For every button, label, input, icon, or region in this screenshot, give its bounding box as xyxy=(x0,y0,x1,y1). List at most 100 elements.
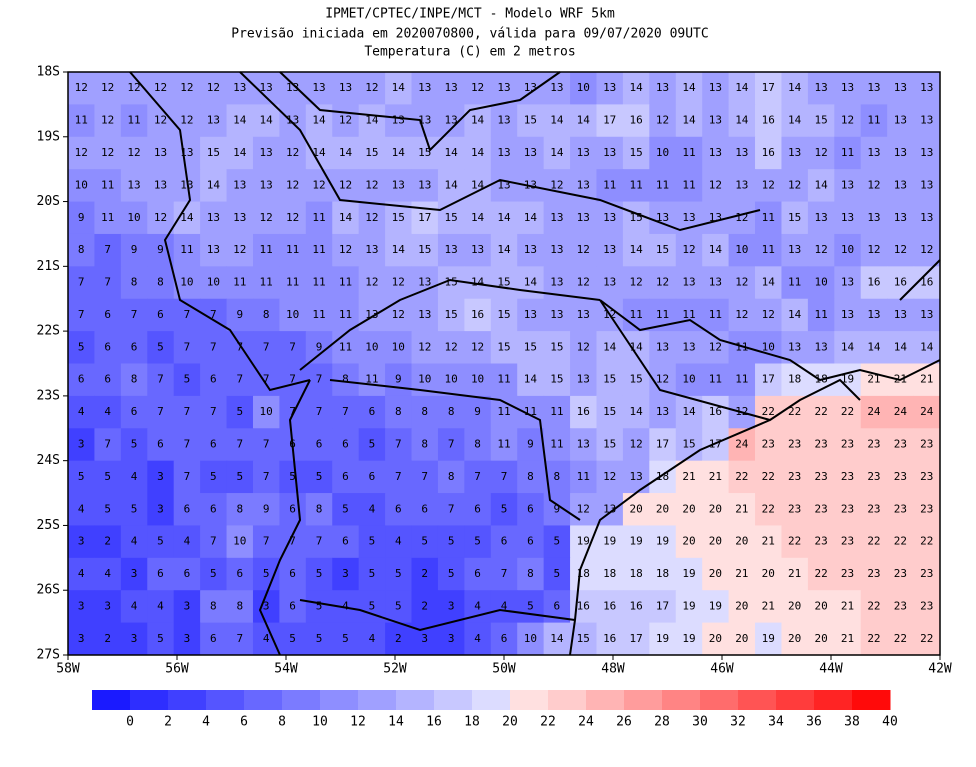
grid-value: 11 xyxy=(550,405,563,418)
cell xyxy=(94,266,122,300)
grid-value: 13 xyxy=(497,114,510,127)
grid-value: 12 xyxy=(471,81,484,94)
cell xyxy=(887,395,915,429)
grid-value: 22 xyxy=(762,470,775,483)
cell xyxy=(490,72,518,105)
cell xyxy=(358,72,386,105)
grid-value: 8 xyxy=(395,405,402,418)
cell xyxy=(173,493,201,526)
lat-label: 27S xyxy=(37,648,60,663)
cell xyxy=(411,72,439,105)
cell xyxy=(68,460,95,494)
grid-value: 4 xyxy=(369,502,376,515)
grid-value: 15 xyxy=(603,405,616,418)
grid-value: 13 xyxy=(312,81,325,94)
grid-value: 14 xyxy=(762,276,776,289)
cell xyxy=(649,72,677,105)
cell xyxy=(437,428,465,462)
cell xyxy=(200,266,228,300)
grid-value: 20 xyxy=(788,632,801,645)
grid-value: 13 xyxy=(920,146,933,159)
grid-value: 10 xyxy=(207,276,220,289)
cell xyxy=(781,557,809,591)
cell xyxy=(622,622,650,656)
cell xyxy=(411,395,439,429)
cell xyxy=(252,136,280,170)
grid-value: 5 xyxy=(263,567,270,580)
grid-value: 21 xyxy=(735,502,748,515)
colorbar-swatch xyxy=(92,690,131,710)
grid-value: 14 xyxy=(682,114,696,127)
colorbar-label: 0 xyxy=(126,715,134,730)
grid-value: 22 xyxy=(814,405,827,418)
grid-value: 16 xyxy=(762,114,775,127)
grid-value: 12 xyxy=(365,211,378,224)
grid-value: 6 xyxy=(210,502,217,515)
cell xyxy=(913,622,941,656)
cell xyxy=(755,460,782,494)
grid-value: 13 xyxy=(603,211,616,224)
grid-value: 13 xyxy=(735,146,748,159)
grid-value: 13 xyxy=(656,340,669,353)
cell xyxy=(147,169,175,203)
cell xyxy=(358,104,386,138)
grid-value: 13 xyxy=(286,81,299,94)
cell xyxy=(570,72,597,105)
grid-value: 5 xyxy=(554,567,561,580)
cell xyxy=(94,622,122,656)
cell xyxy=(860,493,888,526)
grid-value: 8 xyxy=(527,470,534,483)
grid-value: 12 xyxy=(762,308,775,321)
grid-value: 4 xyxy=(104,567,111,580)
grid-value: 23 xyxy=(920,437,933,450)
cell xyxy=(332,104,360,138)
cell xyxy=(411,331,439,364)
grid-value: 14 xyxy=(365,114,379,127)
grid-value: 7 xyxy=(131,308,138,321)
grid-value: 11 xyxy=(709,308,722,321)
grid-value: 13 xyxy=(550,211,563,224)
grid-value: 14 xyxy=(841,340,855,353)
cell xyxy=(305,363,333,397)
cell xyxy=(570,493,597,526)
border xyxy=(599,299,861,422)
cell xyxy=(490,104,518,138)
cell xyxy=(728,266,756,300)
cell xyxy=(120,557,148,591)
grid-value: 18 xyxy=(629,567,642,580)
grid-value: 7 xyxy=(289,340,296,353)
grid-value: 11 xyxy=(101,178,114,191)
grid-value: 11 xyxy=(312,243,325,256)
cell xyxy=(834,136,862,170)
grid-value: 12 xyxy=(180,114,193,127)
grid-value: 11 xyxy=(312,308,325,321)
cell xyxy=(305,72,333,105)
cell xyxy=(226,590,254,624)
cell xyxy=(596,136,624,170)
cell xyxy=(517,525,545,559)
grid-value: 23 xyxy=(920,470,933,483)
cell xyxy=(490,557,518,591)
cell xyxy=(173,590,201,624)
border xyxy=(239,71,761,232)
grid-value: 15 xyxy=(656,243,669,256)
grid-value: 14 xyxy=(445,178,459,191)
grid-value: 7 xyxy=(236,632,243,645)
cell xyxy=(437,201,465,235)
grid-value: 6 xyxy=(184,567,191,580)
cell xyxy=(755,169,782,203)
grid-value: 18 xyxy=(814,373,827,386)
lon-label: 42W xyxy=(928,662,952,677)
cell xyxy=(702,363,730,397)
grid-value: 13 xyxy=(894,308,907,321)
grid-value: 13 xyxy=(603,146,616,159)
grid-value: 13 xyxy=(894,81,907,94)
cell xyxy=(252,460,280,494)
cell xyxy=(94,298,122,332)
cell xyxy=(147,136,175,170)
cell xyxy=(887,104,915,138)
grid-value: 23 xyxy=(894,599,907,612)
grid-value: 19 xyxy=(656,535,669,548)
cell xyxy=(358,363,386,397)
grid-value: 22 xyxy=(867,599,880,612)
